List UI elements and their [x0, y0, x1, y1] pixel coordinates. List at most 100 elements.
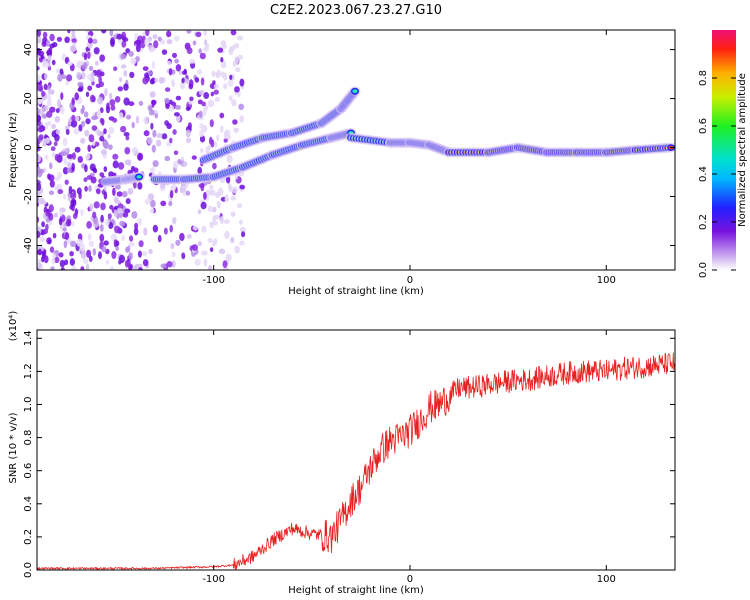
noise-speckle — [76, 71, 82, 80]
noise-speckle — [37, 127, 44, 133]
noise-speckle — [182, 191, 186, 196]
noise-speckle — [37, 35, 42, 44]
noise-speckle — [38, 197, 45, 205]
noise-speckle — [164, 97, 170, 104]
noise-speckle — [37, 98, 43, 105]
noise-speckle — [56, 36, 63, 42]
noise-speckle — [62, 193, 67, 200]
noise-speckle — [149, 47, 156, 52]
noise-speckle — [200, 182, 205, 192]
noise-speckle — [89, 65, 94, 72]
noise-speckle — [207, 237, 213, 243]
noise-speckle — [50, 146, 56, 152]
noise-speckle — [175, 64, 182, 72]
noise-speckle — [198, 110, 203, 119]
noise-speckle — [219, 216, 225, 224]
noise-speckle — [225, 253, 232, 261]
noise-speckle — [231, 99, 237, 107]
noise-speckle — [181, 252, 186, 260]
noise-speckle — [66, 218, 72, 227]
snr-ylabel: SNR (10 * v/v) — [8, 412, 19, 483]
noise-speckle — [196, 69, 203, 75]
noise-speckle — [37, 216, 40, 223]
noise-speckle — [164, 227, 168, 235]
noise-speckle — [149, 91, 156, 98]
noise-speckle — [131, 121, 135, 129]
noise-speckle — [109, 99, 116, 106]
noise-speckle — [236, 35, 244, 41]
colorbar-tick-label: 0.0 — [698, 262, 709, 278]
noise-speckle — [108, 92, 113, 100]
noise-speckle — [76, 187, 82, 195]
noise-speckle — [58, 217, 63, 226]
colorbar-tick-label: 0.2 — [698, 214, 709, 230]
noise-speckle — [213, 83, 219, 89]
noise-speckle — [57, 73, 63, 82]
noise-speckle — [127, 159, 132, 166]
noise-speckle — [64, 179, 69, 185]
noise-speckle — [57, 189, 64, 195]
noise-speckle — [151, 99, 155, 108]
noise-speckle — [214, 141, 218, 148]
noise-speckle — [224, 219, 230, 225]
y-tick-label: 0.2 — [23, 529, 34, 545]
noise-speckle — [45, 211, 52, 217]
noise-speckle — [68, 185, 73, 195]
noise-speckle — [168, 200, 173, 207]
noise-speckle — [100, 149, 107, 155]
noise-speckle — [99, 224, 104, 232]
noise-speckle — [64, 259, 69, 266]
noise-speckle — [209, 184, 214, 190]
noise-speckle — [81, 104, 85, 113]
snr-panel: -100 0 100 0.0 0.2 0.4 0.6 0.8 1.0 1.2 1.4 Height … — [8, 311, 676, 596]
y-tick-label: 0 — [23, 144, 34, 150]
noise-speckle — [169, 224, 173, 233]
noise-speckle — [48, 174, 55, 182]
noise-speckle — [94, 60, 99, 66]
noise-speckle — [189, 96, 194, 102]
noise-speckle — [86, 221, 92, 229]
noise-speckle — [87, 233, 92, 242]
x-tick-label: -100 — [202, 275, 225, 286]
x-tick-label: -100 — [202, 574, 225, 585]
noise-speckle — [232, 119, 238, 125]
noise-speckle — [53, 185, 60, 191]
noise-speckle — [197, 241, 203, 247]
noise-speckle — [166, 30, 172, 38]
noise-speckle — [230, 211, 236, 217]
noise-speckle — [112, 187, 116, 196]
noise-speckle — [209, 247, 214, 253]
noise-speckle — [131, 211, 138, 219]
noise-speckle — [180, 156, 185, 162]
noise-speckle — [37, 66, 40, 71]
noise-speckle — [72, 213, 78, 220]
noise-speckle — [92, 211, 97, 219]
noise-speckle — [83, 52, 88, 61]
noise-speckle — [87, 144, 91, 152]
x-tick-label: 0 — [407, 275, 413, 286]
noise-speckle — [239, 240, 245, 246]
noise-speckle — [77, 81, 84, 87]
noise-speckle — [228, 48, 234, 56]
noise-speckle — [191, 244, 198, 251]
noise-speckle — [161, 49, 168, 55]
noise-speckle — [80, 137, 86, 144]
noise-speckle — [214, 97, 220, 102]
noise-speckle — [100, 214, 104, 223]
noise-speckle — [239, 219, 243, 225]
noise-speckle — [199, 148, 204, 153]
noise-speckle — [64, 36, 70, 44]
noise-speckle — [199, 135, 206, 143]
noise-speckle — [234, 86, 240, 93]
noise-speckle — [123, 132, 130, 137]
noise-speckle — [228, 182, 232, 191]
noise-speckle — [59, 259, 66, 268]
x-tick-label: 100 — [597, 275, 616, 286]
noise-speckle — [123, 83, 129, 91]
noise-speckle — [224, 194, 229, 201]
noise-speckle — [55, 129, 61, 135]
noise-speckle — [46, 110, 53, 118]
noise-speckle — [48, 190, 55, 195]
noise-speckle — [215, 69, 222, 78]
noise-speckle — [157, 234, 162, 243]
